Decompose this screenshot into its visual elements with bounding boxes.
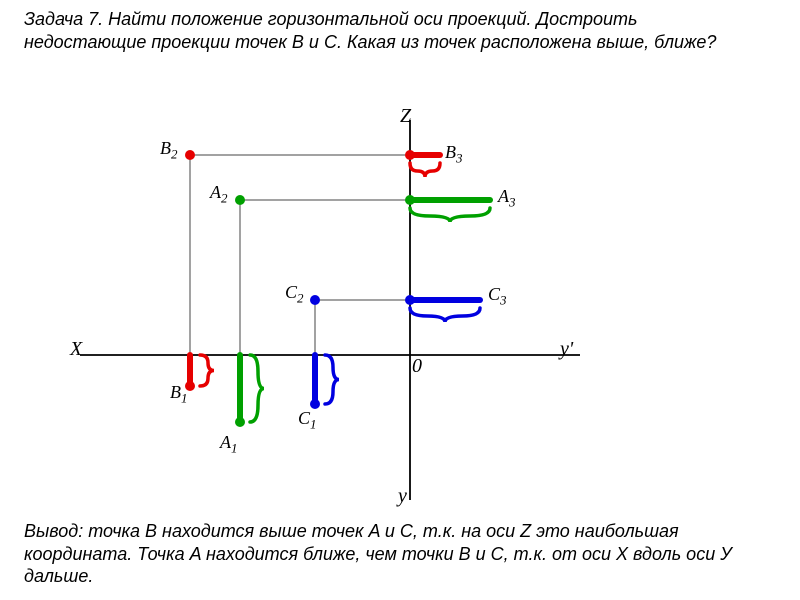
conclusion-text: Вывод: точка B находится выше точек A и … xyxy=(24,520,784,588)
label-a1: A1 xyxy=(220,432,238,457)
label-b3: B3 xyxy=(445,142,463,167)
axis-yprime-label: y' xyxy=(560,338,573,361)
label-a2: A2 xyxy=(210,182,228,207)
origin-label: 0 xyxy=(412,355,422,378)
label-b2: B2 xyxy=(160,138,178,163)
axis-x-label: X xyxy=(70,338,82,361)
diagram-svg xyxy=(60,100,700,510)
label-b1: B1 xyxy=(170,382,188,407)
label-c3: C3 xyxy=(488,284,507,309)
label-a3: A3 xyxy=(498,186,516,211)
problem-text: Задача 7. Найти положение горизонтальной… xyxy=(24,8,764,53)
label-c2: C2 xyxy=(285,282,304,307)
projection-diagram: Z X y' y 0 B2 B3 A2 A3 C2 C3 B1 C1 A1 xyxy=(60,100,700,510)
label-c1: C1 xyxy=(298,408,317,433)
axis-z-label: Z xyxy=(400,105,411,128)
axis-y-label: y xyxy=(398,485,407,508)
